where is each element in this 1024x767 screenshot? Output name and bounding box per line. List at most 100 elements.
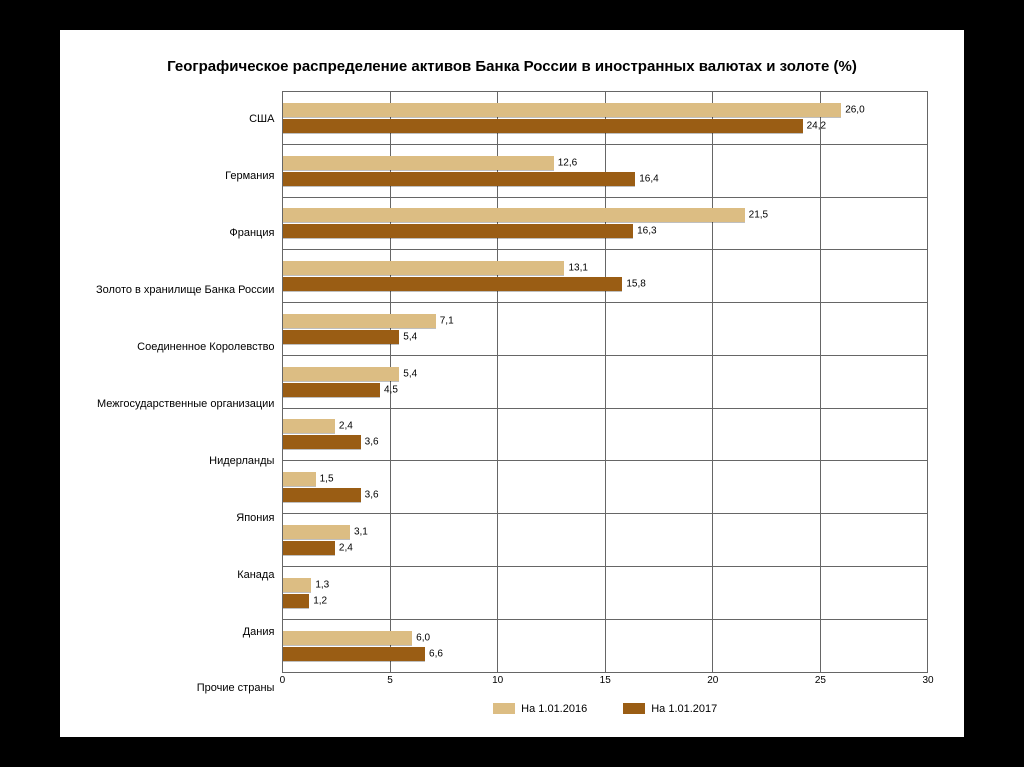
bar-group: 21,5 16,3 xyxy=(283,206,927,240)
legend-item: На 1.01.2016 xyxy=(493,703,587,715)
plot-area: 26,024,212,616,421,516,313,115,87,15,45,… xyxy=(282,91,928,672)
legend-label: На 1.01.2017 xyxy=(651,703,717,715)
bar-series-0: 7,1 xyxy=(283,314,435,328)
category-label: Прочие страны xyxy=(96,660,274,717)
bar-group: 3,1 2,4 xyxy=(283,523,927,557)
bar-row: 3,1 2,4 xyxy=(283,514,927,567)
bar-group: 13,1 15,8 xyxy=(283,259,927,293)
bar-row: 12,6 16,4 xyxy=(283,145,927,198)
plot-column: 26,024,212,616,421,516,313,115,87,15,45,… xyxy=(282,91,928,717)
bar-value-label: 1,5 xyxy=(316,474,334,485)
bar-series-1: 6,6 xyxy=(283,647,425,661)
bar-group: 2,4 3,6 xyxy=(283,417,927,451)
bar-value-label: 26,0 xyxy=(841,104,864,115)
category-label: Германия xyxy=(96,148,274,205)
bar-series-0: 1,3 xyxy=(283,578,311,592)
bar-value-label: 16,3 xyxy=(633,226,656,237)
legend: На 1.01.2016 На 1.01.2017 xyxy=(282,693,928,718)
category-label: Дания xyxy=(96,603,274,660)
bar-series-0: 1,5 xyxy=(283,472,315,486)
bar-series-1: 16,3 xyxy=(283,224,633,238)
bar-row: 1,5 3,6 xyxy=(283,461,927,514)
bar-value-label: 24,2 xyxy=(803,120,826,131)
bar-group: 1,5 3,6 xyxy=(283,470,927,504)
bar-value-label: 7,1 xyxy=(436,315,454,326)
bar-series-1: 1,2 xyxy=(283,594,309,608)
bar-series-1: 15,8 xyxy=(283,277,622,291)
bar-row: 2,4 3,6 xyxy=(283,409,927,462)
bar-row: 5,44,5 xyxy=(283,356,927,409)
slide-background: Географическое распределение активов Бан… xyxy=(0,0,1024,767)
category-label: Соединенное Королевство xyxy=(96,319,274,376)
bar-row: 1,31,2 xyxy=(283,567,927,620)
x-tick-label: 15 xyxy=(600,675,611,686)
bar-series-0: 5,4 xyxy=(283,367,399,381)
bar-value-label: 16,4 xyxy=(635,173,658,184)
bar-group: 7,1 5,4 xyxy=(283,312,927,346)
legend-swatch xyxy=(493,703,515,714)
category-label: Золото в хранилище Банка России xyxy=(96,262,274,319)
bar-value-label: 3,6 xyxy=(361,490,379,501)
bar-row: 26,0 24,2 xyxy=(283,92,927,145)
bar-series-1: 2,4 xyxy=(283,541,334,555)
bar-rows: 26,024,212,616,421,516,313,115,87,15,45,… xyxy=(283,92,927,672)
bar-series-0: 13,1 xyxy=(283,261,564,275)
bar-series-1: 4,5 xyxy=(283,383,380,397)
category-label: США xyxy=(96,91,274,148)
bar-series-1: 3,6 xyxy=(283,435,360,449)
bar-value-label: 3,1 xyxy=(350,527,368,538)
bar-row: 21,5 16,3 xyxy=(283,198,927,251)
bar-value-label: 1,2 xyxy=(309,595,327,606)
bar-group: 12,6 16,4 xyxy=(283,154,927,188)
category-labels-column: СШАГерманияФранцияЗолото в хранилище Бан… xyxy=(96,91,282,717)
bar-group: 1,31,2 xyxy=(283,576,927,610)
bar-series-1: 3,6 xyxy=(283,488,360,502)
x-tick-label: 0 xyxy=(280,675,286,686)
bar-value-label: 1,3 xyxy=(311,579,329,590)
bar-series-0: 2,4 xyxy=(283,419,334,433)
bar-group: 26,0 24,2 xyxy=(283,101,927,135)
x-tick-label: 5 xyxy=(387,675,393,686)
legend-label: На 1.01.2016 xyxy=(521,703,587,715)
bar-value-label: 12,6 xyxy=(554,157,577,168)
chart-title: Географическое распределение активов Бан… xyxy=(96,58,928,75)
category-label: Нидерланды xyxy=(96,432,274,489)
bar-row: 6,0 6,6 xyxy=(283,620,927,672)
category-label: Франция xyxy=(96,205,274,262)
category-label: Япония xyxy=(96,489,274,546)
bar-value-label: 6,6 xyxy=(425,648,443,659)
bar-value-label: 4,5 xyxy=(380,384,398,395)
category-label: Межгосударственные организации xyxy=(96,376,274,433)
bar-value-label: 2,4 xyxy=(335,421,353,432)
bar-row: 13,1 15,8 xyxy=(283,250,927,303)
x-tick-label: 30 xyxy=(922,675,933,686)
bar-series-0: 6,0 xyxy=(283,631,412,645)
bar-series-0: 3,1 xyxy=(283,525,349,539)
bar-series-1: 16,4 xyxy=(283,172,635,186)
bar-series-0: 21,5 xyxy=(283,208,744,222)
bar-series-0: 26,0 xyxy=(283,103,841,117)
x-tick-label: 10 xyxy=(492,675,503,686)
bar-series-1: 5,4 xyxy=(283,330,399,344)
bar-value-label: 21,5 xyxy=(745,210,768,221)
bar-value-label: 3,6 xyxy=(361,437,379,448)
bar-value-label: 5,4 xyxy=(399,368,417,379)
category-label: Канада xyxy=(96,546,274,603)
bar-value-label: 13,1 xyxy=(564,263,587,274)
x-tick-label: 20 xyxy=(707,675,718,686)
bar-row: 7,1 5,4 xyxy=(283,303,927,356)
bar-value-label: 2,4 xyxy=(335,543,353,554)
legend-item: На 1.01.2017 xyxy=(623,703,717,715)
bar-group: 5,44,5 xyxy=(283,365,927,399)
bar-value-label: 15,8 xyxy=(622,279,645,290)
bar-value-label: 5,4 xyxy=(399,331,417,342)
bar-series-0: 12,6 xyxy=(283,156,553,170)
bar-value-label: 6,0 xyxy=(412,632,430,643)
x-axis: 051015202530 xyxy=(282,672,928,693)
bar-series-1: 24,2 xyxy=(283,119,802,133)
bar-group: 6,0 6,6 xyxy=(283,629,927,663)
legend-swatch xyxy=(623,703,645,714)
chart-area: СШАГерманияФранцияЗолото в хранилище Бан… xyxy=(96,91,928,717)
x-tick-label: 25 xyxy=(815,675,826,686)
slide-content: Географическое распределение активов Бан… xyxy=(60,30,964,737)
